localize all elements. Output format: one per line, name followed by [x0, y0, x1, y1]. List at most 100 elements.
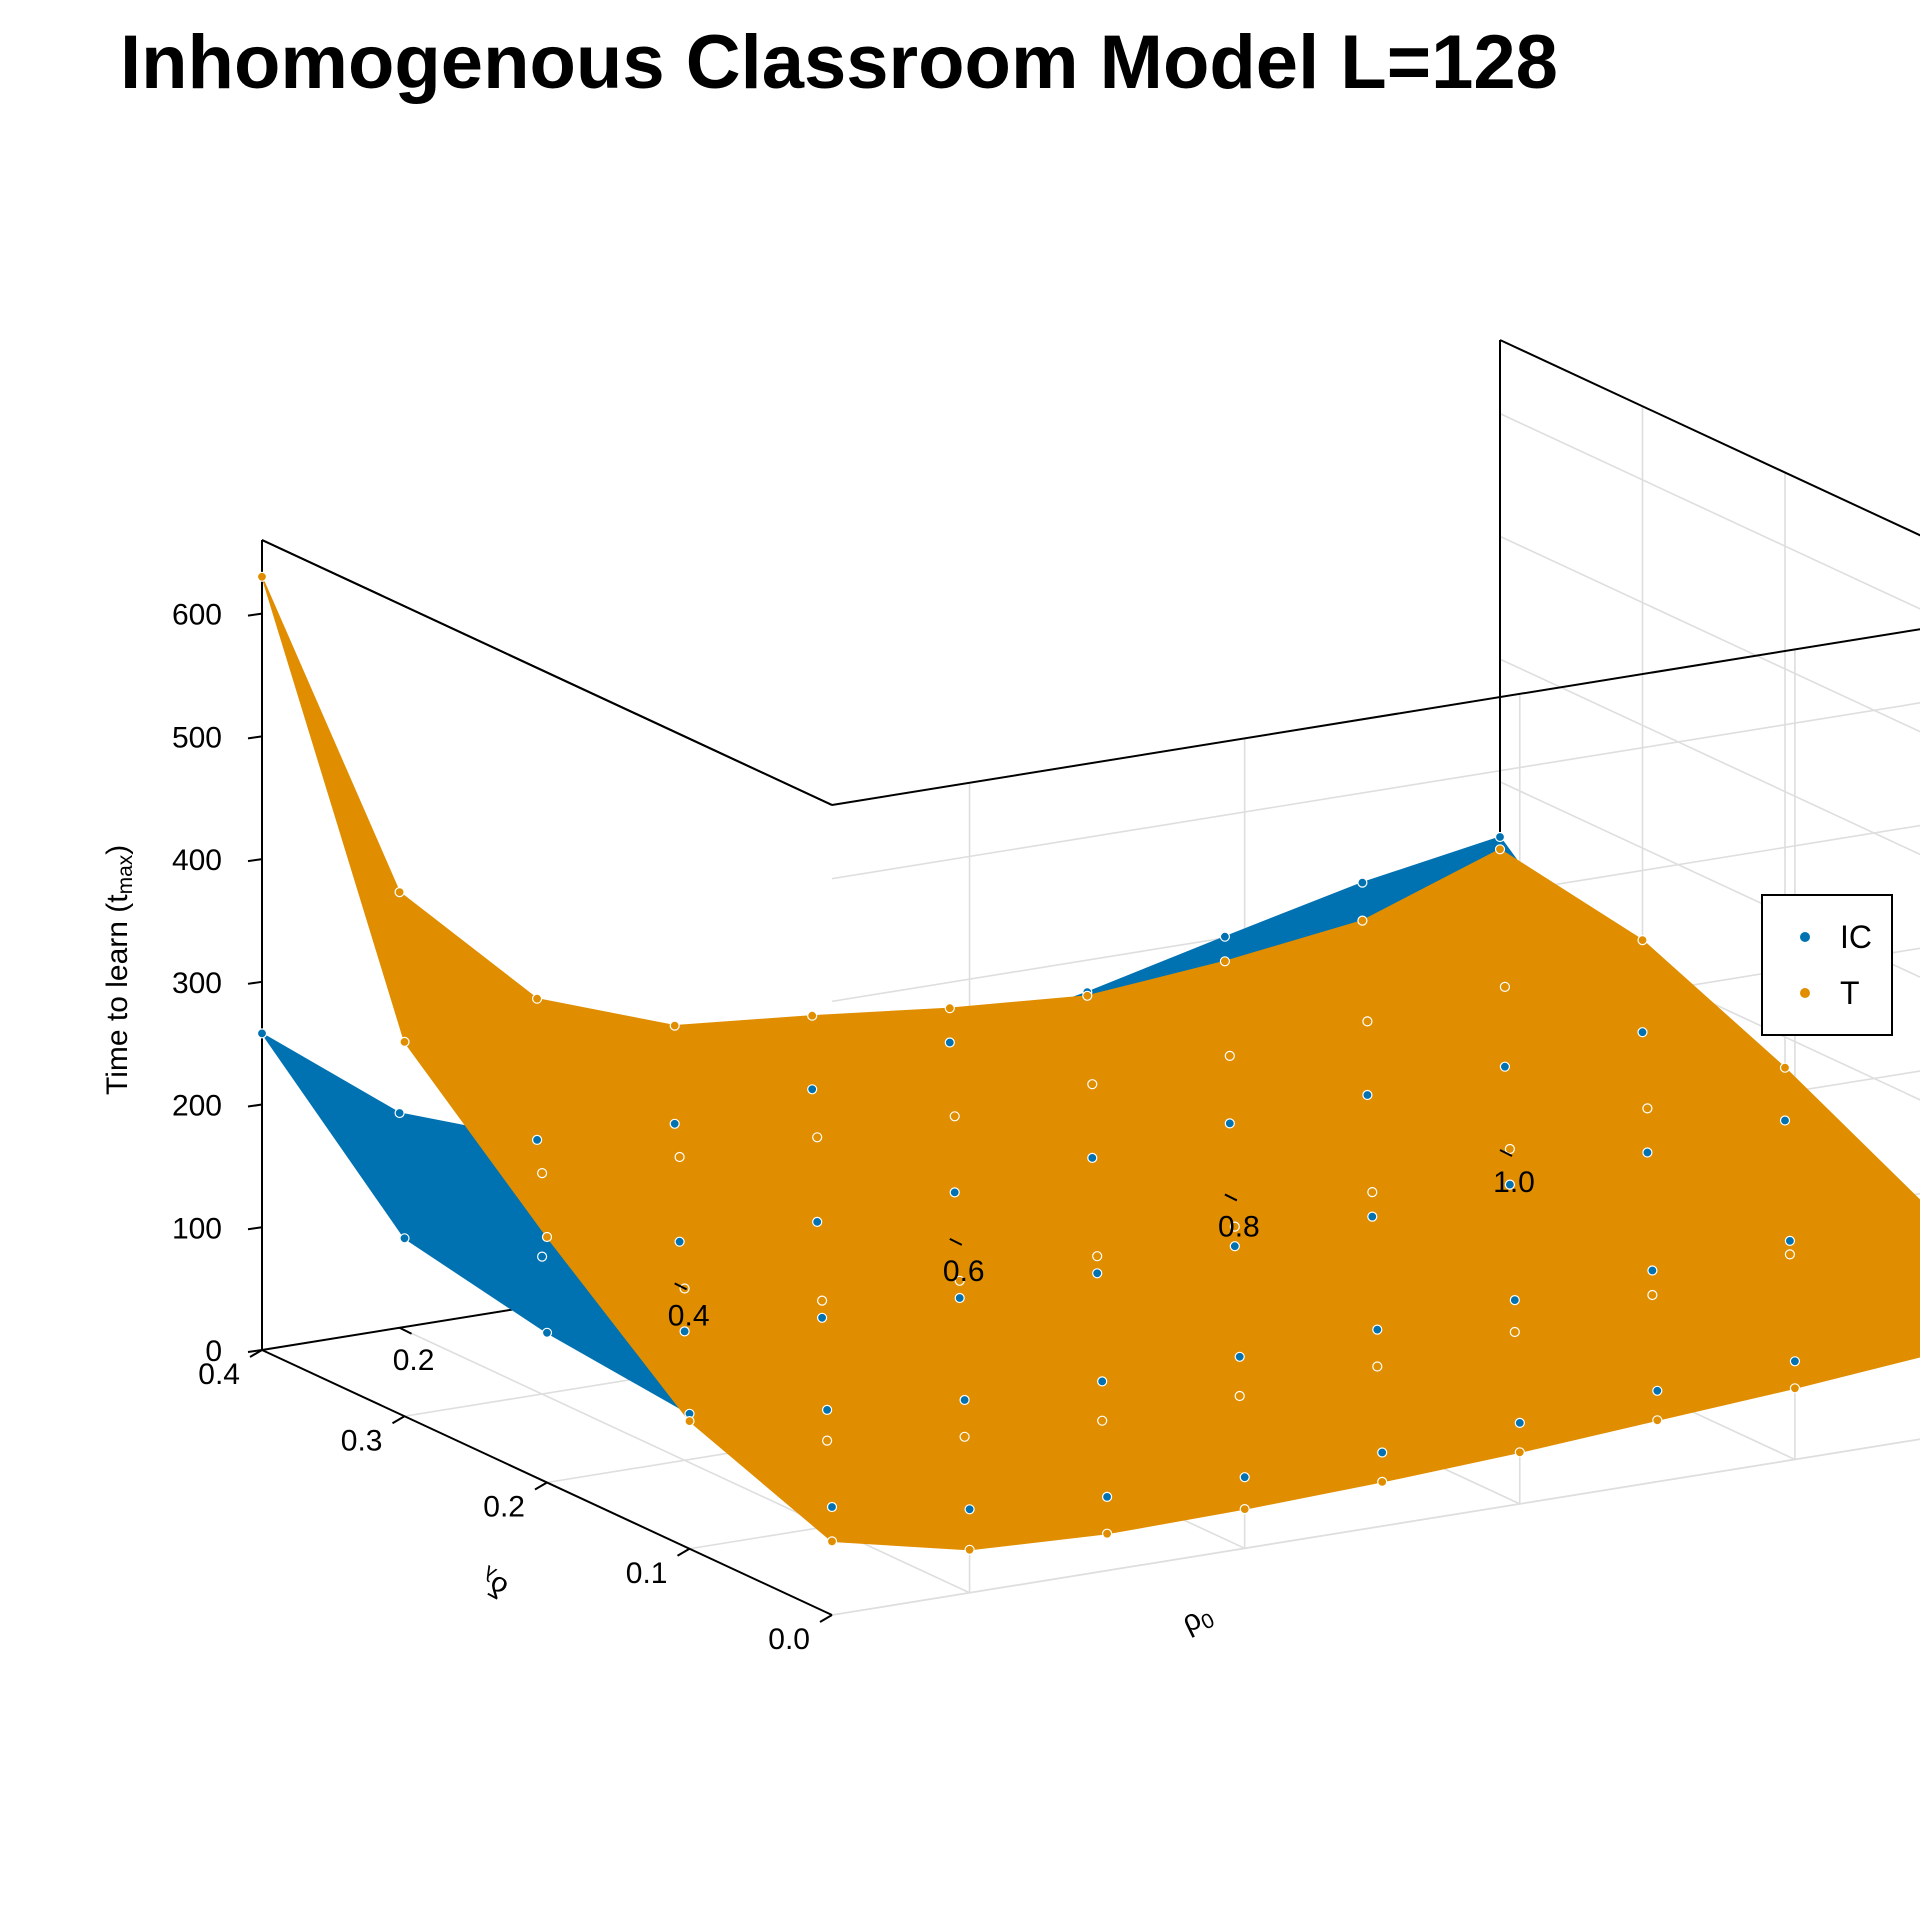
data-point	[1494, 831, 1506, 843]
data-point	[1357, 915, 1368, 926]
x-tick-label: 0.2	[393, 1344, 435, 1377]
z-axis-label: Time to learn (tmax)	[101, 845, 137, 1095]
y-axis-label: δλ	[473, 1560, 514, 1605]
data-point	[1097, 1415, 1108, 1426]
legend-label-t: T	[1840, 975, 1860, 1011]
data-point	[816, 1295, 828, 1306]
data-point	[1784, 1249, 1796, 1260]
data-point	[399, 1036, 410, 1048]
y-tick-label: 0.4	[198, 1358, 240, 1391]
legend-marker-ic	[1800, 932, 1810, 942]
x-tick	[399, 1326, 413, 1335]
z-tick	[247, 980, 263, 985]
data-point	[669, 1118, 680, 1129]
data-point	[1494, 844, 1506, 855]
data-point	[531, 993, 543, 1004]
z-tick	[247, 1103, 263, 1108]
grid-line	[831, 702, 1920, 880]
x-tick	[949, 1237, 963, 1246]
data-point	[1362, 1016, 1373, 1027]
data-point	[1514, 1447, 1525, 1458]
data-point	[536, 1251, 548, 1262]
data-point	[1652, 1385, 1663, 1396]
chart-title: Inhomogenous Classroom Model L=128	[120, 20, 1558, 105]
data-point	[256, 571, 268, 582]
y-tick-label: 0.1	[626, 1557, 668, 1590]
data-point	[1377, 1476, 1388, 1488]
data-points	[256, 571, 1801, 1555]
data-point	[1239, 1503, 1250, 1515]
data-point	[1372, 1361, 1383, 1372]
data-point	[674, 1236, 685, 1247]
data-point	[821, 1435, 833, 1446]
data-point	[541, 1327, 553, 1338]
z-tick	[247, 1226, 263, 1231]
z-tick-label: 400	[172, 844, 222, 877]
data-point	[1219, 956, 1231, 967]
legend-marker-t	[1800, 988, 1810, 998]
tick-labels: 0 100 200 300 400 500 600 0.2 0.4 0.6 0.8 1.0 0.0 0.1…	[172, 599, 1535, 1656]
data-point	[1224, 1050, 1235, 1062]
data-point	[1647, 1289, 1658, 1301]
y-tick	[534, 1481, 548, 1491]
data-point	[1087, 1079, 1098, 1090]
data-point	[1504, 1179, 1516, 1190]
legend-box	[1761, 894, 1893, 1036]
data-point	[679, 1326, 690, 1337]
data-point	[807, 1084, 818, 1095]
data-point	[256, 1028, 268, 1039]
data-point	[964, 1544, 975, 1555]
data-point	[959, 1431, 970, 1442]
y-tick	[391, 1415, 406, 1425]
data-point	[944, 1037, 955, 1048]
data-point	[1092, 1268, 1103, 1279]
data-point	[1509, 1326, 1520, 1338]
grid-line	[831, 1438, 1920, 1616]
data-point	[1101, 1491, 1113, 1503]
axis-edge	[1499, 339, 1920, 537]
surface-t	[261, 576, 1920, 1551]
data-point	[684, 1415, 695, 1427]
grid-line	[1499, 412, 1920, 610]
z-tick	[247, 735, 263, 740]
data-point	[394, 886, 405, 898]
data-point	[826, 1536, 838, 1547]
x-tick-label: 1.0	[1493, 1166, 1535, 1199]
data-point	[1784, 1235, 1796, 1247]
data-point	[1092, 1251, 1103, 1262]
z-tick-label: 500	[172, 721, 222, 754]
data-point	[1229, 1221, 1240, 1232]
data-point	[1509, 1294, 1520, 1306]
data-point	[531, 1134, 543, 1146]
data-point	[541, 1231, 553, 1243]
x-axis-label: ρ0	[1177, 1597, 1219, 1642]
data-point	[536, 1167, 548, 1179]
grid-line	[1499, 535, 1920, 733]
z-tick	[247, 612, 263, 617]
data-point	[1642, 1103, 1653, 1114]
data-point	[1637, 1027, 1648, 1038]
x-tick-label: 0.8	[1218, 1210, 1260, 1243]
data-point	[1377, 1447, 1388, 1458]
data-point	[1647, 1265, 1658, 1276]
data-point	[1372, 1324, 1383, 1335]
data-point	[816, 1312, 828, 1323]
grid-line	[1499, 658, 1920, 856]
data-point	[959, 1394, 970, 1406]
data-point	[1082, 990, 1093, 1001]
x-tick	[1224, 1193, 1238, 1202]
data-point	[944, 1003, 955, 1014]
data-point	[1504, 1143, 1516, 1155]
x-tick-label: 0.4	[668, 1299, 710, 1332]
legend-label-ic: IC	[1840, 919, 1872, 955]
data-point	[807, 1010, 818, 1021]
data-point	[812, 1216, 823, 1228]
y-tick-label: 0.3	[341, 1424, 383, 1457]
data-point	[954, 1292, 965, 1304]
legend: IC T	[1761, 894, 1893, 1036]
data-point	[1224, 1118, 1235, 1129]
data-point	[1499, 981, 1511, 993]
y-tick	[249, 1349, 263, 1358]
x-tick	[674, 1282, 688, 1291]
z-tick-label: 0	[205, 1335, 222, 1368]
